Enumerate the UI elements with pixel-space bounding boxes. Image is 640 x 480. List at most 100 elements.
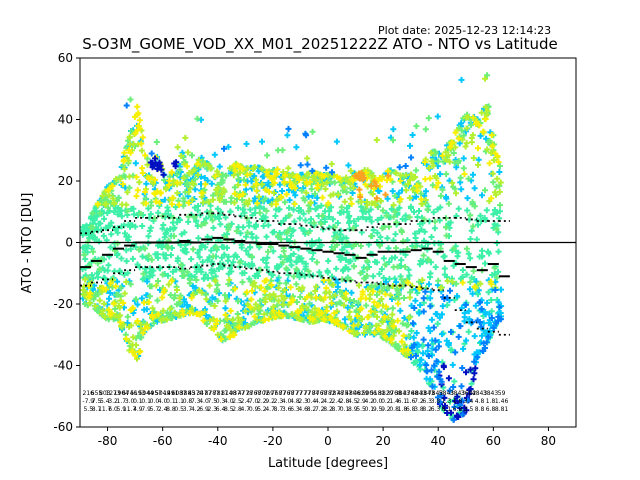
bin-annotation-text: 7878 [329,390,344,397]
bin-annotation-text: 8.8 [166,406,176,413]
bin-annotation-text: 0.5 [174,406,184,413]
x-axis-label: Latitude [degrees] [268,456,388,471]
bin-annotation-text: 1.46 [495,398,509,405]
scatter-points [80,72,505,423]
bin-annotation-text: 4.9 [133,406,143,413]
bin-annotation-text: 8.1 [442,406,452,413]
bin-annotation-text: 2.3 [207,406,217,413]
y-axis-label: ATO - NTO [DU] [20,193,35,294]
bin-annotation-text: 4829 [353,390,368,397]
bin-annotation-text: 4.0 [199,398,209,405]
y-tick-label: -20 [53,297,73,311]
bin-annotation-text: 4.2 [191,406,201,413]
bin-annotation-text: 6.9 [199,406,209,413]
bin-annotation-text: 59 [498,390,506,397]
bin-annotation-text: 3843 [450,390,465,397]
bin-annotation-text: 5.5 [356,406,366,413]
bin-annotation-text: 7.3 [191,398,201,405]
bin-annotation-text: 7777 [296,390,311,397]
bin-annotation-text: 9.5 [373,406,383,413]
bin-annotation-text: 7768 [312,390,327,397]
bin-annotation-text: 4806 [345,390,360,397]
bin-annotation-text: 1.1 [174,398,184,405]
bin-annotation-text: 6.3 [290,406,300,413]
bin-annotation-text: 6.8 [486,406,496,413]
bin-annotation-text: 11.7 [123,406,137,413]
bin-annotation-text: 3768 [386,390,401,397]
bin-annotation-text: 7843 [428,390,443,397]
x-tick-label: -40 [208,434,228,448]
bin-annotation-text: 1.8 [453,398,463,405]
bin-annotation-text: 4757 [337,390,352,397]
bin-annotation-text: 3885 [180,390,195,397]
bin-annotation-text: 1.8 [486,398,496,405]
bin-annotation-text: 1.6 [406,398,416,405]
x-tick-label: -20 [263,434,283,448]
scatter-marker-group [352,170,392,202]
bin-annotation-text: 2.9 [356,398,366,405]
bin-annotation-text: 655 [91,390,103,397]
x-tick-label: 40 [431,434,446,448]
y-tick-label: 20 [58,174,73,188]
statistics-lines [80,212,576,336]
bin-annotation-text: 5.5 [83,406,93,413]
bin-annotation-text: 8787 [205,390,220,397]
bin-annotation-text: 2.5 [232,398,242,405]
bin-annotation-text: 0.1 [365,406,375,413]
bin-annotation-text: 2.3 [298,398,308,405]
bin-annotation-text: 3.4 [464,398,474,405]
bin-annotation-text: 6.8 [406,406,416,413]
bin-annotation-text: 5006 [362,390,377,397]
bin-annotation-text: 4.2 [315,398,325,405]
bin-annotation-text: 5049 [155,390,170,397]
bin-annotation-text: 7768 [279,390,294,397]
bin-annotation-text: 2768 [246,390,261,397]
x-tick-label: 60 [486,434,501,448]
y-tick-label: -40 [53,359,73,373]
bin-annotation-text: 4.5 [348,398,358,405]
bin-annotation-text: 1.3 [442,398,452,405]
bin-annotation-text: 11.7 [98,406,112,413]
bin-annotation-text: 1491 [163,390,178,397]
bin-annotation-text: 2.3 [274,398,284,405]
bin-annotation-text: 5193 [130,390,145,397]
bin-annotation-text: 4.7 [265,406,275,413]
bin-annotation-text: 6087 [172,390,187,397]
bin-annotation-text: 5.9 [117,406,127,413]
x-axis-ticks: -80 -60 -40 -20 0 20 40 60 80 [98,427,556,448]
bin-annotation-text: 8.7 [331,406,341,413]
bin-annotation-text: 7.5 [92,398,102,405]
y-tick-label: 40 [58,113,73,127]
bin-annotation-text: 4957 [147,390,162,397]
bin-annotation-text: 5.2 [257,406,267,413]
plot-date: Plot date: 2025-12-23 12:14:23 [378,24,552,37]
bin-annotation-text: 0.3 [216,398,226,405]
bin-annotation-text: 7.9 [141,406,151,413]
bin-annotation-text: 0.9 [249,406,259,413]
bin-annotation-text: 5.7 [150,406,160,413]
bin-annotation-text: 3843 [395,390,410,397]
chart-title: S-O3M_GOME_VOD_XX_M01_20251222Z ATO - NT… [82,35,558,53]
bin-annotation-text: 4.2 [365,398,375,405]
bin-annotation-text: 7.2 [414,398,424,405]
bin-annotation-text: 4370 [188,390,203,397]
bin-annotation-text: 2.4 [331,398,341,405]
bin-annotation-text: 7777 [287,390,302,397]
bin-annotation-text: 9.2 [265,398,275,405]
x-tick-label: -60 [153,434,173,448]
bin-annotation-text: 7697 [262,390,277,397]
bin-annotation-text: 0.0 [150,398,160,405]
bin-annotation-text: 7.5 [207,398,217,405]
bin-annotation-text: 2.4 [158,406,168,413]
bin-annotation-text: 0377 [229,390,244,397]
bin-annotation-text: 7817 [213,390,228,397]
bin-annotation-text: 1.8 [398,406,408,413]
bin-annotation-text: 1273 [105,390,120,397]
bin-annotation-text: 3843 [420,390,435,397]
bin-annotation-text: 3.0 [125,398,135,405]
bin-annotation-text: 5044 [138,390,153,397]
bin-annotation-text: 4.2 [323,398,333,405]
bin-annotation-text: 4843 [411,390,426,397]
bin-annotation-text: 8.7 [92,406,102,413]
